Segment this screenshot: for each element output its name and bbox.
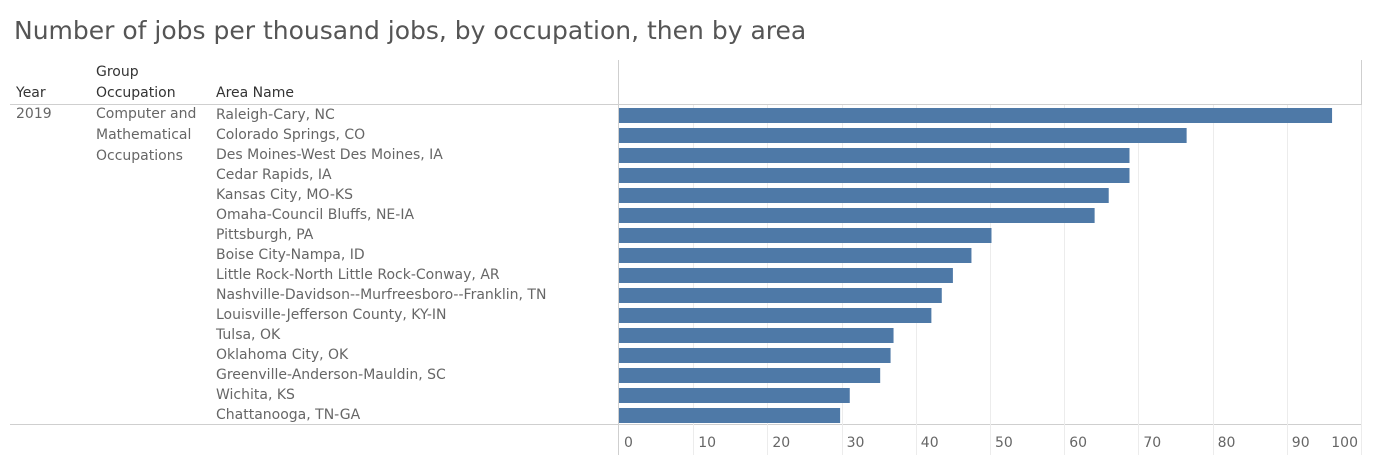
x-tick-label: 90 xyxy=(1292,435,1310,451)
x-tick-label: 60 xyxy=(1069,435,1087,451)
area-label: Kansas City, MO-KS xyxy=(216,187,353,203)
occupation-line-2: Mathematical xyxy=(96,127,192,143)
x-tick-label: 80 xyxy=(1218,435,1236,451)
x-tick-label: 10 xyxy=(698,435,716,451)
x-tick-label: 30 xyxy=(847,435,865,451)
area-label: Greenville-Anderson-Mauldin, SC xyxy=(216,367,446,383)
bar[interactable] xyxy=(619,148,1130,163)
bar[interactable] xyxy=(619,288,942,303)
area-label: Cedar Rapids, IA xyxy=(216,167,332,183)
area-label: Chattanooga, TN-GA xyxy=(216,407,361,423)
bar[interactable] xyxy=(619,248,972,263)
area-name-header: Area Name xyxy=(216,85,294,101)
year-value: 2019 xyxy=(16,106,52,122)
group-header: Group xyxy=(96,64,139,80)
bar[interactable] xyxy=(619,328,894,343)
area-label: Oklahoma City, OK xyxy=(216,347,349,363)
bar[interactable] xyxy=(619,208,1095,223)
area-label: Omaha-Council Bluffs, NE-IA xyxy=(216,207,415,223)
bar[interactable] xyxy=(619,128,1187,143)
area-label: Raleigh-Cary, NC xyxy=(216,107,335,123)
x-tick-label: 50 xyxy=(995,435,1013,451)
x-tick-label: 70 xyxy=(1143,435,1161,451)
x-tick-label: 20 xyxy=(772,435,790,451)
x-tick-label: 0 xyxy=(624,435,633,451)
occupation-header: Occupation xyxy=(96,85,176,101)
pane-divider xyxy=(618,60,619,455)
area-label: Colorado Springs, CO xyxy=(216,127,366,143)
area-label: Tulsa, OK xyxy=(216,327,281,343)
area-label: Boise City-Nampa, ID xyxy=(216,247,365,263)
axis-divider xyxy=(10,424,1362,425)
header-divider xyxy=(10,104,1362,105)
area-label: Pittsburgh, PA xyxy=(216,227,314,243)
occupation-line-3: Occupations xyxy=(96,148,183,164)
bar[interactable] xyxy=(619,268,953,283)
area-label: Little Rock-North Little Rock-Conway, AR xyxy=(216,267,500,283)
bar[interactable] xyxy=(619,308,932,323)
bar[interactable] xyxy=(619,408,841,423)
x-axis-ticks: 0 10 20 30 40 50 60 70 80 90 100 xyxy=(624,435,1358,451)
bar[interactable] xyxy=(619,228,992,243)
bar[interactable] xyxy=(619,188,1109,203)
x-tick-label: 100 xyxy=(1331,435,1358,451)
occupation-line-1: Computer and xyxy=(96,106,197,122)
bar[interactable] xyxy=(619,388,850,403)
bar[interactable] xyxy=(619,108,1333,123)
area-label: Wichita, KS xyxy=(216,387,295,403)
bar[interactable] xyxy=(619,368,881,383)
area-label: Nashville-Davidson--Murfreesboro--Frankl… xyxy=(216,287,547,303)
bar[interactable] xyxy=(619,348,891,363)
bar[interactable] xyxy=(619,168,1130,183)
chart-title: Number of jobs per thousand jobs, by occ… xyxy=(14,16,807,45)
area-label: Des Moines-West Des Moines, IA xyxy=(216,147,443,163)
x-tick-label: 40 xyxy=(921,435,939,451)
year-header: Year xyxy=(16,85,46,101)
bars xyxy=(619,108,1333,423)
area-label: Louisville-Jefferson County, KY-IN xyxy=(216,307,447,323)
